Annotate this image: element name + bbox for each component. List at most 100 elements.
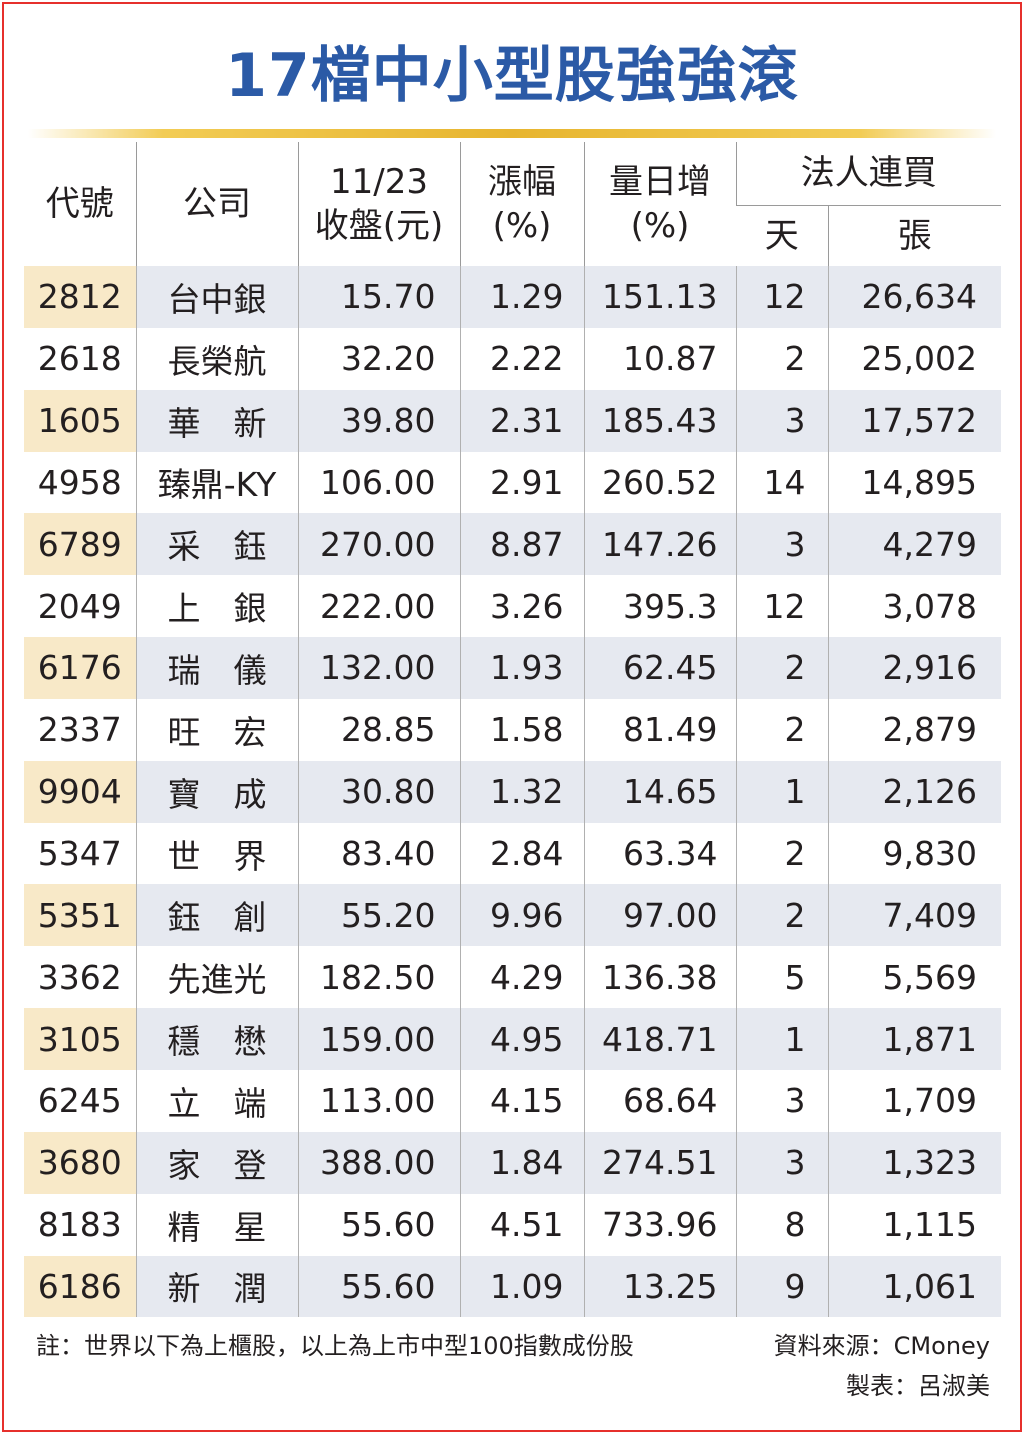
company-name: 寶 成 [135,760,298,823]
buy-days: 2 [735,698,828,761]
close-price: 388.00 [297,1131,460,1194]
buy-days: 5 [735,946,828,1009]
volume-increase: 151.13 [583,266,736,328]
change-percent: 4.51 [459,1193,584,1256]
company-name: 上 銀 [135,575,298,638]
close-price: 106.00 [297,451,460,514]
change-percent: 2.91 [459,451,584,514]
close-price: 55.60 [297,1255,460,1318]
buy-lots: 1,115 [827,1193,1001,1256]
change-percent: 4.95 [459,1008,584,1070]
buy-days: 12 [735,266,828,328]
buy-lots: 25,002 [827,327,1001,390]
buy-lots: 1,061 [827,1255,1001,1318]
company-name: 采 鈺 [135,513,298,576]
change-percent: 1.29 [459,266,584,328]
stock-code: 5351 [24,884,136,947]
stock-code: 4958 [37,462,122,502]
table-row: 5351 鈺 創 55.20 9.96 97.00 2 7,409 [24,884,1001,947]
buy-lots: 3,078 [827,575,1001,638]
close-price: 222.00 [297,575,460,638]
close-price: 113.00 [297,1069,460,1132]
stock-code: 6186 [24,1255,136,1318]
header-code: 代號 [45,183,114,224]
close-price: 159.00 [297,1008,460,1070]
volume-increase: 274.51 [583,1131,736,1194]
volume-increase: 81.49 [583,698,736,761]
volume-increase: 733.96 [583,1193,736,1256]
stock-code: 2618 [37,339,122,379]
buy-lots: 2,916 [827,637,1001,699]
volume-increase: 68.64 [583,1069,736,1132]
company-name: 穩 懋 [135,1008,298,1070]
company-name: 精 星 [135,1193,298,1256]
change-percent: 1.09 [459,1255,584,1318]
buy-days: 3 [735,389,828,452]
table-row: 2812 台中銀 15.70 1.29 151.13 12 26,634 [24,266,1001,328]
buy-lots: 1,323 [827,1131,1001,1194]
buy-lots: 2,126 [827,760,1001,823]
company-name: 世 界 [135,822,298,885]
stock-code: 6245 [37,1081,122,1121]
close-price: 15.70 [297,266,460,328]
header-close-date: 11/23 [330,161,428,202]
close-price: 30.80 [297,760,460,823]
header-close-label: 收盤(元) [314,206,444,246]
volume-increase: 418.71 [583,1008,736,1070]
table-row: 9904 寶 成 30.80 1.32 14.65 1 2,126 [24,760,1001,823]
header-close: 11/23 收盤(元) [297,142,460,266]
company-name: 鈺 創 [135,884,298,947]
data-source: 資料來源：CMoney [773,1332,990,1360]
header-volume-label: 量日增 [609,161,711,202]
header-change: 漲幅 (%) [459,142,584,266]
change-percent: 3.26 [459,575,584,638]
buy-lots: 9,830 [827,822,1001,885]
volume-increase: 147.26 [583,513,736,576]
table-row: 3362 先進光 182.50 4.29 136.38 5 5,569 [24,946,1001,1009]
header-change-unit: (%) [492,206,552,246]
stock-code: 8183 [37,1205,122,1245]
change-percent: 9.96 [459,884,584,947]
buy-days: 1 [735,760,828,823]
table-row: 6789 采 鈺 270.00 8.87 147.26 3 4,279 [24,513,1001,576]
company-name: 家 登 [135,1131,298,1194]
table-row: 6245 立 端 113.00 4.15 68.64 3 1,709 [24,1069,1001,1132]
stock-table: 代號 公司 11/23 收盤(元) 漲幅 (%) 量日增 (%) 法人連買 天 … [24,142,1001,1318]
volume-increase: 395.3 [583,575,736,638]
buy-days: 3 [735,513,828,576]
header-volume: 量日增 (%) [583,142,736,266]
volume-increase: 14.65 [583,760,736,823]
table-row: 2618 長榮航 32.20 2.22 10.87 2 25,002 [24,327,1001,390]
change-percent: 4.15 [459,1069,584,1132]
table-row: 2049 上 銀 222.00 3.26 395.3 12 3,078 [24,575,1001,638]
close-price: 39.80 [297,389,460,452]
header-lots: 張 [827,204,1001,266]
change-percent: 2.22 [459,327,584,390]
buy-lots: 2,879 [827,698,1001,761]
company-name: 旺 宏 [135,698,298,761]
stock-code: 3362 [37,957,122,997]
header-days: 天 [736,204,828,266]
company-name: 先進光 [135,946,298,1009]
company-name: 台中銀 [135,266,298,328]
company-name: 立 端 [135,1069,298,1132]
buy-days: 3 [735,1131,828,1194]
page-title: 17檔中小型股強強滾 [225,41,799,111]
buy-days: 2 [735,637,828,699]
change-percent: 1.32 [459,760,584,823]
company-name: 新 潤 [135,1255,298,1318]
buy-days: 8 [735,1193,828,1256]
company-name: 長榮航 [135,327,298,390]
close-price: 55.60 [297,1193,460,1256]
table-row: 2337 旺 宏 28.85 1.58 81.49 2 2,879 [24,698,1001,761]
volume-increase: 136.38 [583,946,736,1009]
close-price: 83.40 [297,822,460,885]
table-row: 1605 華 新 39.80 2.31 185.43 3 17,572 [24,389,1001,452]
close-price: 28.85 [297,698,460,761]
volume-increase: 13.25 [583,1255,736,1318]
stock-code: 9904 [24,760,136,823]
header-volume-unit: (%) [630,206,690,246]
buy-days: 2 [735,327,828,390]
buy-days: 1 [735,1008,828,1070]
change-percent: 1.84 [459,1131,584,1194]
